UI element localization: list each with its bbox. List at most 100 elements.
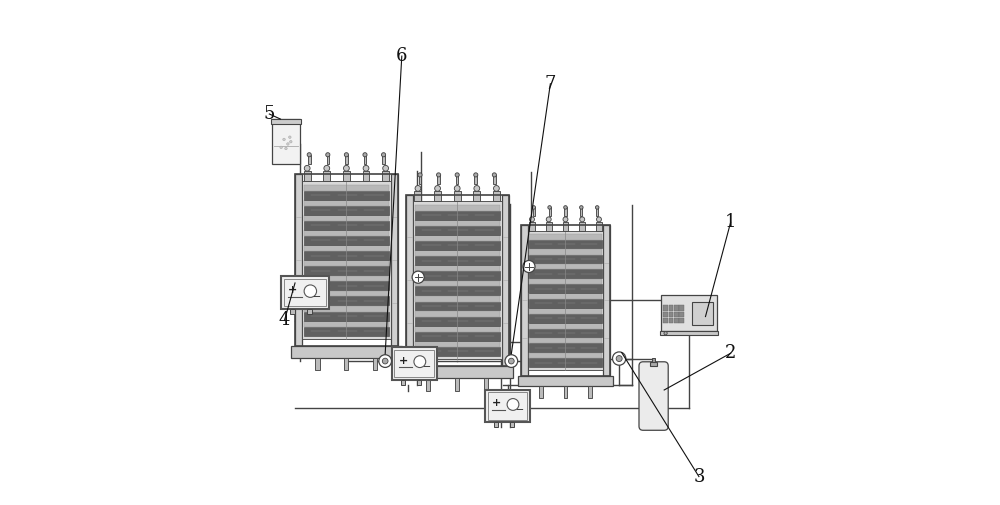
Bar (488, 392, 527, 420)
Text: 1: 1 (725, 213, 736, 231)
Bar (528, 231, 603, 370)
Circle shape (580, 217, 585, 222)
Bar (304, 251, 389, 260)
Circle shape (344, 165, 349, 171)
Text: −: − (313, 292, 322, 301)
Bar (533, 208, 535, 216)
Bar (363, 171, 369, 181)
Bar (415, 317, 500, 326)
Circle shape (363, 165, 369, 171)
Bar (415, 226, 500, 235)
Text: +: + (288, 285, 297, 295)
Bar (502, 194, 509, 366)
Bar (588, 386, 592, 398)
Bar (494, 423, 498, 427)
Circle shape (580, 206, 583, 209)
Bar (692, 302, 713, 325)
Text: 2: 2 (725, 344, 736, 362)
Bar (674, 318, 679, 323)
Bar (679, 312, 684, 317)
Bar (304, 291, 389, 296)
Bar (529, 314, 602, 323)
Circle shape (437, 173, 441, 177)
Circle shape (563, 217, 568, 222)
Bar (415, 220, 500, 226)
Bar (304, 171, 311, 181)
Circle shape (494, 185, 499, 191)
Bar (304, 266, 389, 275)
Bar (373, 358, 377, 371)
Bar (579, 222, 585, 231)
Bar (401, 366, 513, 378)
Bar (345, 155, 348, 164)
Bar (669, 312, 673, 317)
Circle shape (548, 206, 551, 209)
Circle shape (546, 217, 551, 222)
Bar (415, 311, 500, 317)
Bar (563, 222, 568, 231)
Bar (529, 249, 602, 255)
Circle shape (564, 206, 567, 209)
Circle shape (344, 153, 348, 157)
Bar (304, 230, 389, 236)
Text: +: + (398, 356, 408, 366)
Bar (415, 235, 500, 241)
Bar (518, 376, 613, 386)
Bar (529, 269, 602, 278)
Text: 6: 6 (396, 47, 408, 65)
Bar (529, 264, 602, 269)
Bar (663, 306, 668, 311)
Circle shape (492, 173, 496, 177)
Bar (546, 222, 552, 231)
Bar (304, 245, 389, 251)
Circle shape (505, 355, 518, 368)
Circle shape (415, 185, 421, 191)
Bar (529, 323, 602, 329)
Bar (415, 296, 500, 301)
Bar (529, 308, 602, 314)
Circle shape (382, 358, 388, 364)
Bar (281, 276, 329, 309)
Circle shape (363, 153, 367, 157)
Bar (529, 293, 602, 299)
Bar (415, 347, 500, 356)
Circle shape (324, 165, 330, 171)
Circle shape (379, 355, 392, 368)
Bar (308, 155, 311, 164)
Bar (669, 318, 673, 323)
Circle shape (287, 143, 289, 145)
Bar (679, 306, 684, 311)
Bar (295, 174, 302, 345)
Bar (679, 318, 684, 323)
Circle shape (414, 356, 426, 368)
Text: 3: 3 (693, 468, 705, 486)
Bar (529, 240, 602, 248)
Bar (392, 347, 437, 380)
Bar (493, 191, 500, 201)
Circle shape (382, 153, 386, 157)
Bar (529, 359, 602, 367)
Circle shape (412, 271, 424, 283)
Bar (327, 155, 329, 164)
Bar (304, 200, 389, 206)
FancyBboxPatch shape (639, 362, 668, 430)
Circle shape (508, 358, 514, 364)
Bar (521, 225, 528, 376)
Circle shape (418, 173, 422, 177)
Bar (304, 306, 389, 312)
Bar (596, 208, 598, 216)
Bar (650, 362, 657, 366)
Bar (529, 299, 602, 308)
Circle shape (664, 332, 667, 335)
Bar (674, 306, 679, 311)
Circle shape (285, 147, 287, 150)
Bar (302, 181, 391, 339)
Bar (661, 295, 717, 331)
Bar (304, 221, 389, 230)
Bar (304, 236, 389, 245)
Text: +: + (492, 398, 501, 409)
Text: 7: 7 (545, 75, 556, 93)
Bar (663, 312, 668, 317)
Text: −: − (423, 362, 431, 372)
Bar (415, 266, 500, 271)
